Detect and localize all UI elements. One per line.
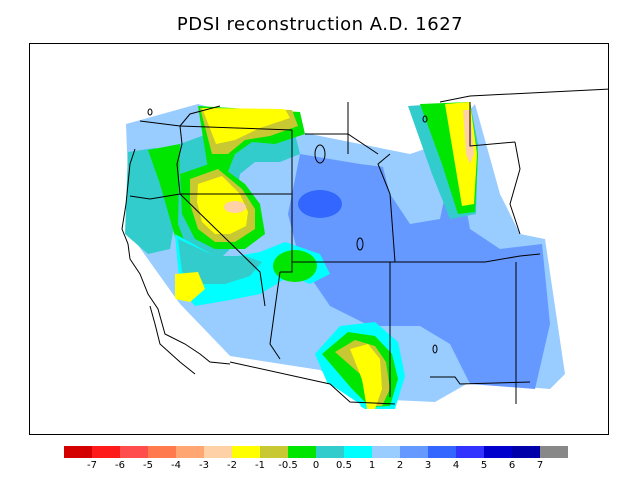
blank-ocean: [30, 234, 230, 434]
legend-swatch: [148, 446, 176, 458]
field-mid-green: [273, 250, 317, 282]
legend-label: 3: [424, 460, 432, 471]
legend-swatch: [512, 446, 540, 458]
legend-label: 0: [312, 460, 320, 471]
legend-label: -4: [171, 460, 181, 471]
legend-swatch: [428, 446, 456, 458]
legend-label: 1: [368, 460, 376, 471]
lake-small-2: [356, 237, 364, 251]
legend-labels: -7 -6 -5 -4 -3 -2 -1 -0.5 0 0.5 1 2 3 4 5 6 7: [0, 460, 640, 474]
legend-swatch: [204, 446, 232, 458]
legend-swatch: [484, 446, 512, 458]
field-south-yellow-2: [350, 344, 382, 409]
field-ne-peach: [463, 110, 474, 164]
map-frame: [29, 43, 609, 435]
legend-label: -0.5: [278, 460, 298, 471]
legend-swatch: [372, 446, 400, 458]
legend-swatch: [232, 446, 260, 458]
lake-small-3: [422, 115, 428, 123]
field-dark-blue: [298, 190, 342, 218]
coastline: [121, 148, 231, 375]
legend-label: 5: [480, 460, 488, 471]
legend-swatch: [400, 446, 428, 458]
field-central-teal: [178, 239, 262, 284]
lake-small-1: [147, 108, 153, 116]
field-blue-3: [430, 259, 535, 344]
legend-swatch: [540, 446, 568, 458]
legend-label: -7: [87, 460, 97, 471]
page-title: PDSI reconstruction A.D. 1627: [176, 14, 464, 35]
state-boundaries: [129, 88, 608, 405]
field-south-yellow: [175, 272, 205, 302]
legend-colorbar: [64, 446, 568, 458]
legend-swatch: [260, 446, 288, 458]
blank-canada: [210, 74, 608, 124]
legend-label: -5: [143, 460, 153, 471]
legend-label: -6: [115, 460, 125, 471]
blank-plains: [492, 104, 608, 239]
legend-label: 2: [396, 460, 404, 471]
legend-label: 6: [508, 460, 516, 471]
legend-label: -1: [255, 460, 265, 471]
field-central-yellow: [197, 176, 248, 234]
legend-label: -3: [199, 460, 209, 471]
legend-label: 0.5: [336, 460, 352, 471]
legend-swatch: [344, 446, 372, 458]
pdsi-map: [30, 74, 608, 434]
legend-swatch: [64, 446, 92, 458]
legend-label: 4: [452, 460, 460, 471]
legend-label: 7: [536, 460, 544, 471]
field-central-peach: [224, 201, 246, 213]
lake-small-4: [432, 344, 438, 354]
blank-mexico: [210, 364, 370, 434]
legend-swatch: [176, 446, 204, 458]
field-north-yellow: [202, 108, 290, 144]
legend-swatch: [316, 446, 344, 458]
legend-label: -2: [227, 460, 237, 471]
legend-swatch: [456, 446, 484, 458]
legend-swatch: [288, 446, 316, 458]
lake-salt: [314, 144, 326, 164]
legend-swatch: [92, 446, 120, 458]
legend-swatch: [120, 446, 148, 458]
